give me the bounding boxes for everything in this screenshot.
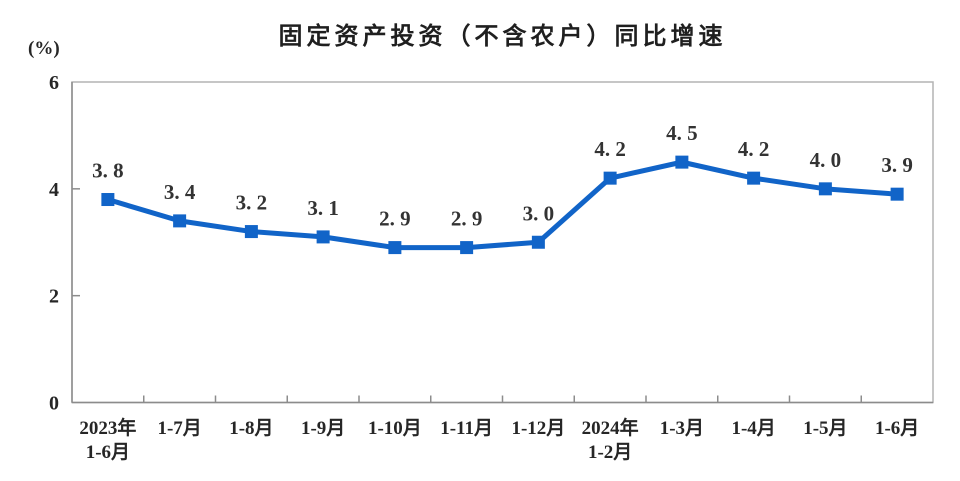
data-point-marker [101,193,115,207]
data-point-marker [173,214,187,228]
x-tick-label: 1-6月 [86,442,130,463]
x-tick-label: 1-9月 [301,418,345,439]
data-point-label: 3. 4 [164,180,196,204]
data-point-marker [603,171,617,185]
data-point-marker [531,235,545,249]
x-tick-label: 1-11月 [440,418,493,439]
data-point-marker [818,182,832,196]
data-point-marker [388,241,402,255]
x-tick-label: 2023年 [79,416,136,439]
data-point-label: 4. 2 [594,137,626,161]
x-tick-label: 1-5月 [803,418,847,439]
data-point-label: 3. 1 [307,196,339,220]
x-tick-label: 1-12月 [511,418,565,439]
chart-title: 固定资产投资（不含农户）同比增速 [278,23,727,50]
y-tick-label: 6 [49,72,59,94]
plot-border [71,81,934,404]
data-point-label: 4. 2 [738,137,770,161]
data-point-label: 4. 5 [666,121,698,145]
x-tick-label: 1-8月 [229,418,273,439]
data-point-label: 2. 9 [379,207,411,231]
x-tick-label: 1-2月 [588,442,632,463]
data-point-marker [460,241,474,255]
data-point-label: 4. 0 [810,148,842,172]
data-point-label: 3. 2 [236,191,268,215]
data-point-marker [675,155,689,169]
y-tick-label: 2 [49,286,59,308]
data-point-marker [244,225,258,239]
data-point-label: 2. 9 [451,207,483,231]
x-tick-label: 1-10月 [368,418,422,439]
data-point-label: 3. 8 [92,159,124,183]
x-tick-label: 2024年 [582,416,639,439]
data-point-marker [890,187,904,201]
data-line [105,159,900,251]
data-point-marker [316,230,330,244]
y-axis-unit-label: (%) [28,38,60,59]
data-point-label: 3. 9 [881,153,913,177]
y-tick-label: 0 [49,393,59,415]
x-tick-label: 1-4月 [731,418,775,439]
data-point-label: 3. 0 [523,201,555,225]
x-tick-label: 1-7月 [157,418,201,439]
data-point-marker [747,171,761,185]
x-tick-label: 1-3月 [660,418,704,439]
x-tick-label: 1-6月 [875,418,919,439]
y-tick-label: 4 [49,179,59,201]
